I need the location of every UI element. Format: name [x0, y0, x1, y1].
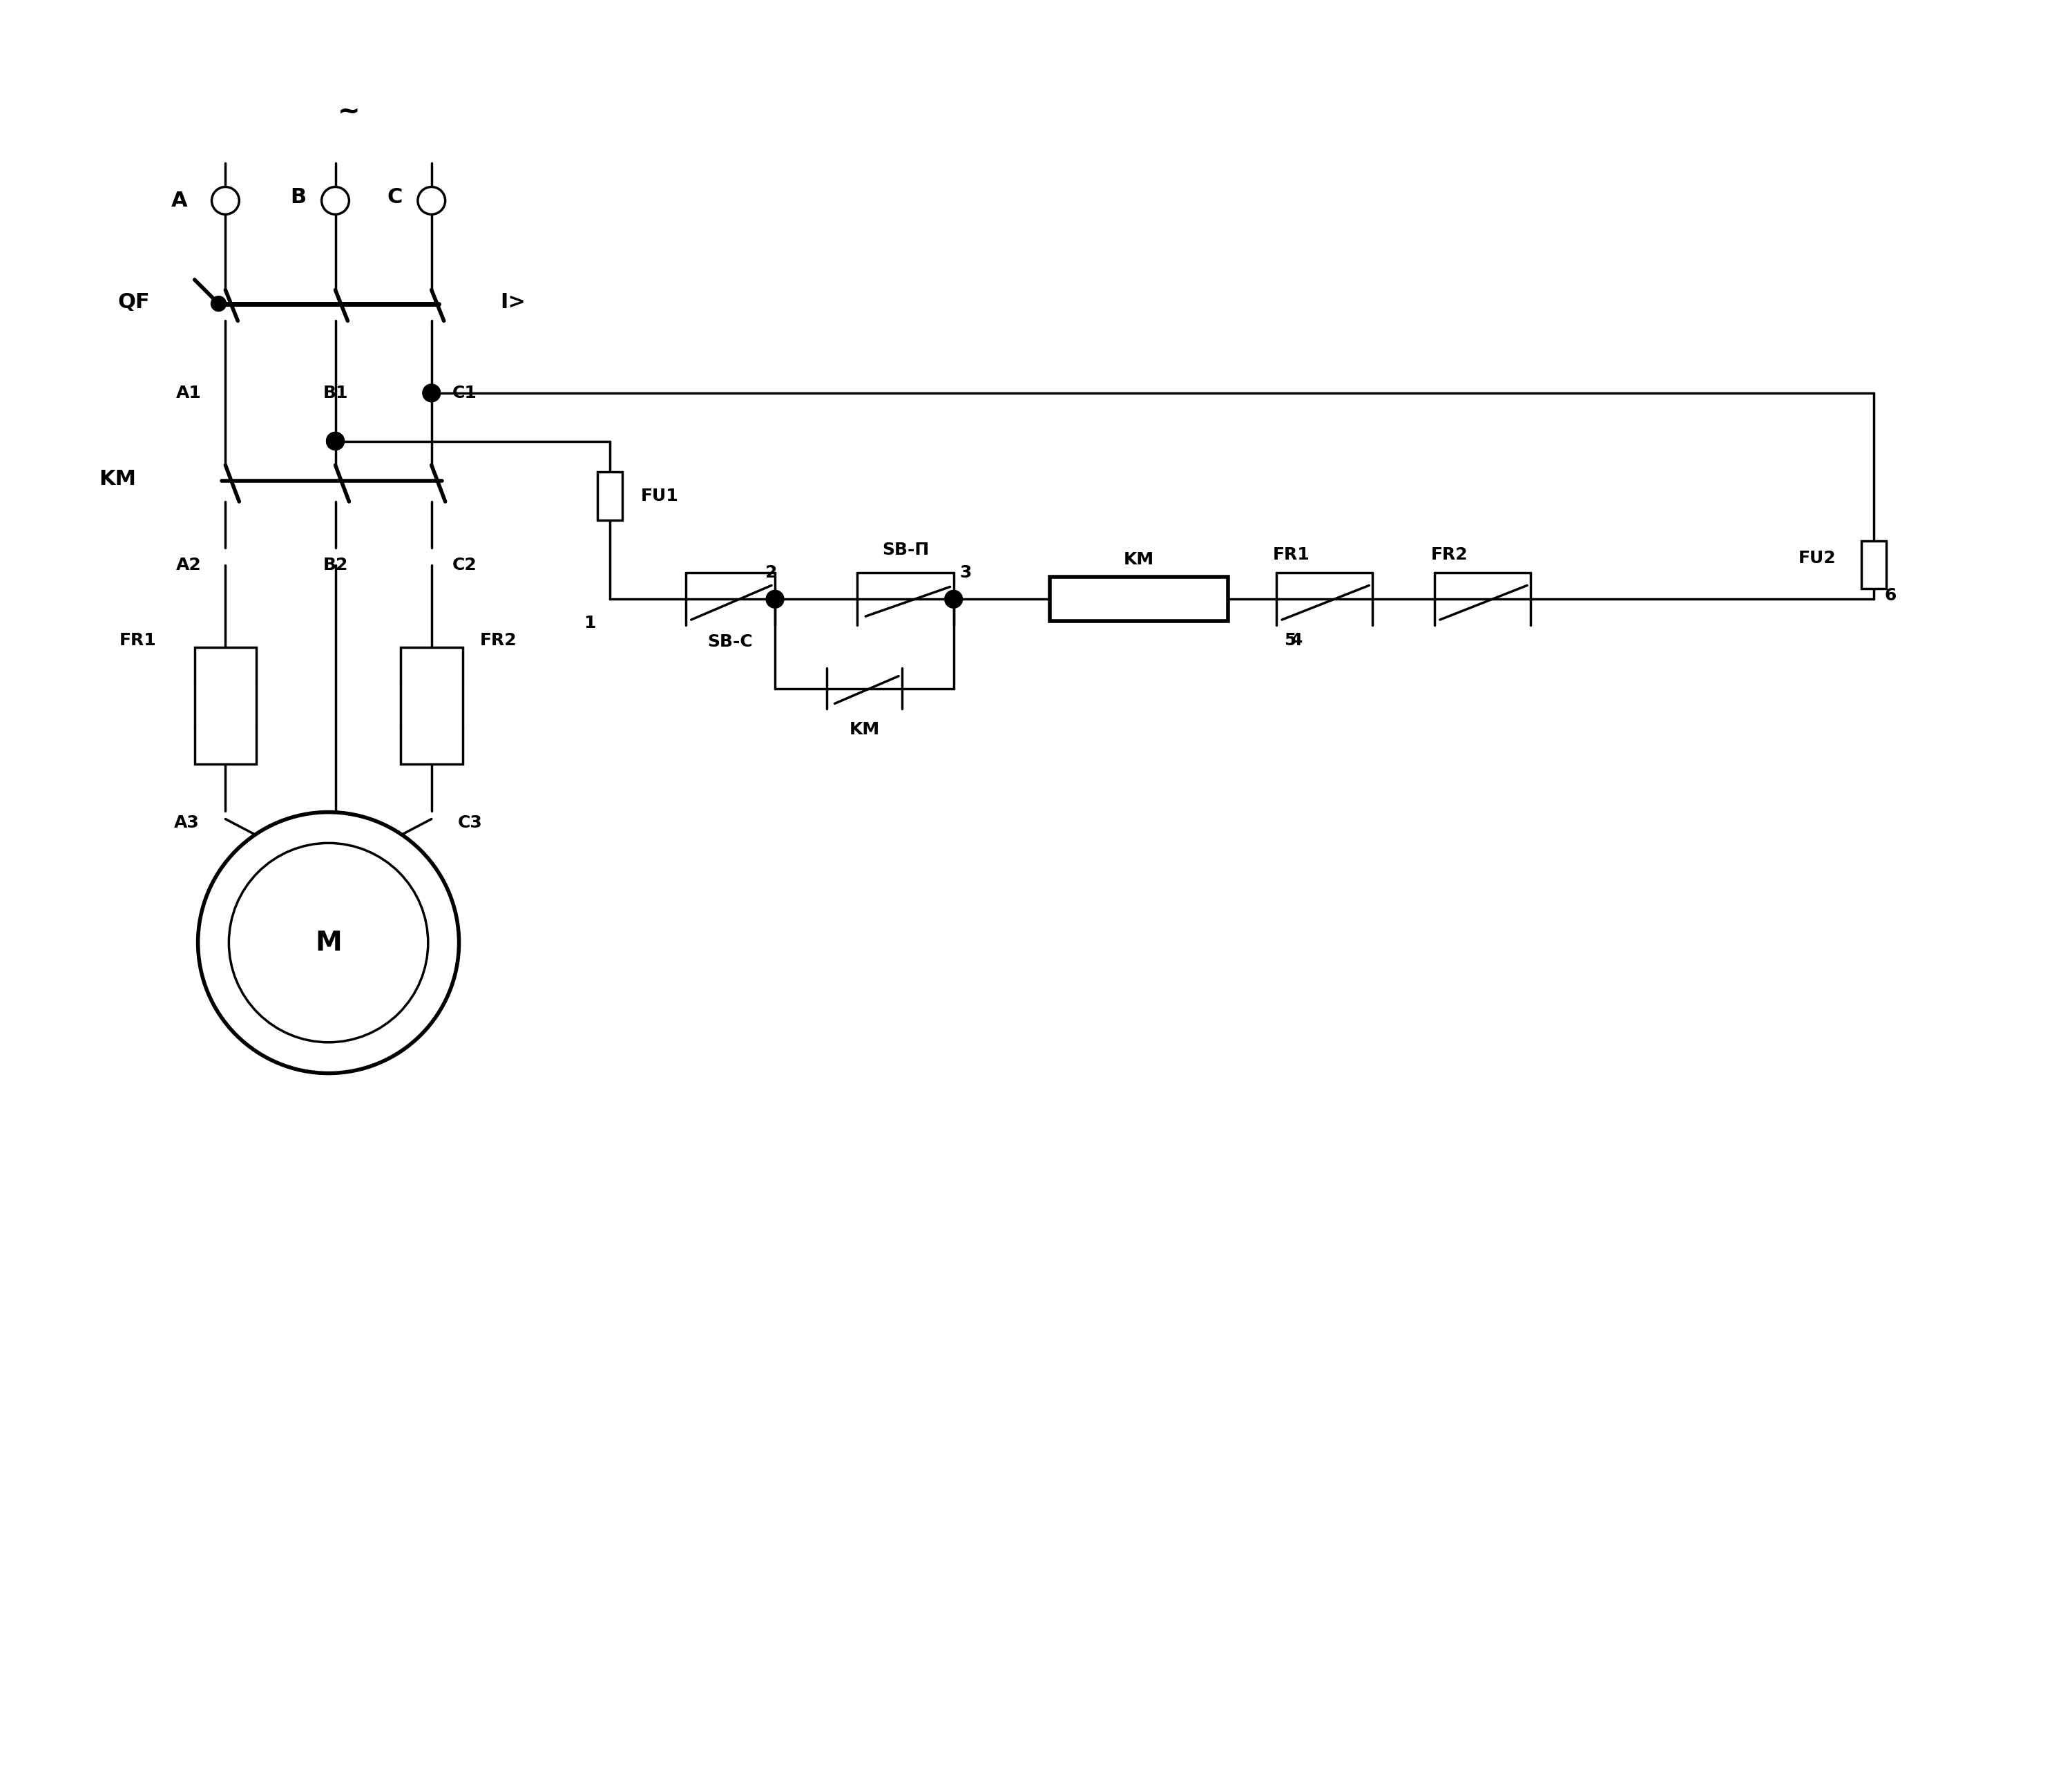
Text: FU1: FU1: [640, 487, 680, 505]
Circle shape: [767, 590, 783, 608]
Text: C1: C1: [452, 385, 477, 400]
Text: B1: B1: [323, 385, 348, 400]
Text: SB-C: SB-C: [709, 633, 752, 650]
Bar: [400, 647, 462, 764]
Text: FR1: FR1: [1272, 546, 1310, 563]
Text: M: M: [315, 930, 342, 955]
Text: QF: QF: [118, 292, 149, 312]
Text: 1: 1: [584, 615, 595, 631]
Text: FR2: FR2: [1432, 546, 1469, 563]
Text: 4: 4: [1291, 633, 1303, 649]
Bar: [1861, 540, 1886, 588]
Text: I>: I>: [499, 292, 526, 312]
Text: 2: 2: [765, 565, 777, 581]
Text: 3: 3: [959, 565, 972, 581]
Circle shape: [419, 186, 445, 214]
Text: 5: 5: [1285, 633, 1297, 649]
Circle shape: [211, 296, 226, 312]
Text: KM: KM: [99, 470, 137, 489]
Text: SB-П: SB-П: [883, 542, 928, 558]
Text: B2: B2: [323, 556, 348, 572]
Text: FR2: FR2: [479, 633, 516, 649]
Text: B: B: [290, 188, 307, 207]
Circle shape: [321, 186, 348, 214]
Text: KM: KM: [850, 721, 879, 737]
Text: FR1: FR1: [120, 633, 157, 649]
Circle shape: [945, 590, 963, 608]
Text: A: A: [172, 191, 189, 211]
Bar: [1051, 578, 1229, 622]
Text: 6: 6: [1883, 587, 1896, 604]
Text: KM: KM: [1123, 551, 1154, 567]
Text: ~: ~: [338, 97, 361, 124]
Circle shape: [211, 186, 238, 214]
Text: C3: C3: [458, 813, 483, 831]
Bar: [195, 647, 257, 764]
Text: A1: A1: [176, 385, 201, 400]
Text: A2: A2: [176, 556, 201, 572]
Text: C: C: [387, 188, 402, 207]
Circle shape: [199, 812, 460, 1074]
Text: A3: A3: [174, 813, 199, 831]
Text: FU2: FU2: [1798, 549, 1836, 567]
Circle shape: [327, 432, 344, 450]
Bar: [597, 471, 622, 521]
Text: C2: C2: [452, 556, 477, 572]
Circle shape: [423, 385, 441, 402]
Circle shape: [327, 432, 344, 450]
